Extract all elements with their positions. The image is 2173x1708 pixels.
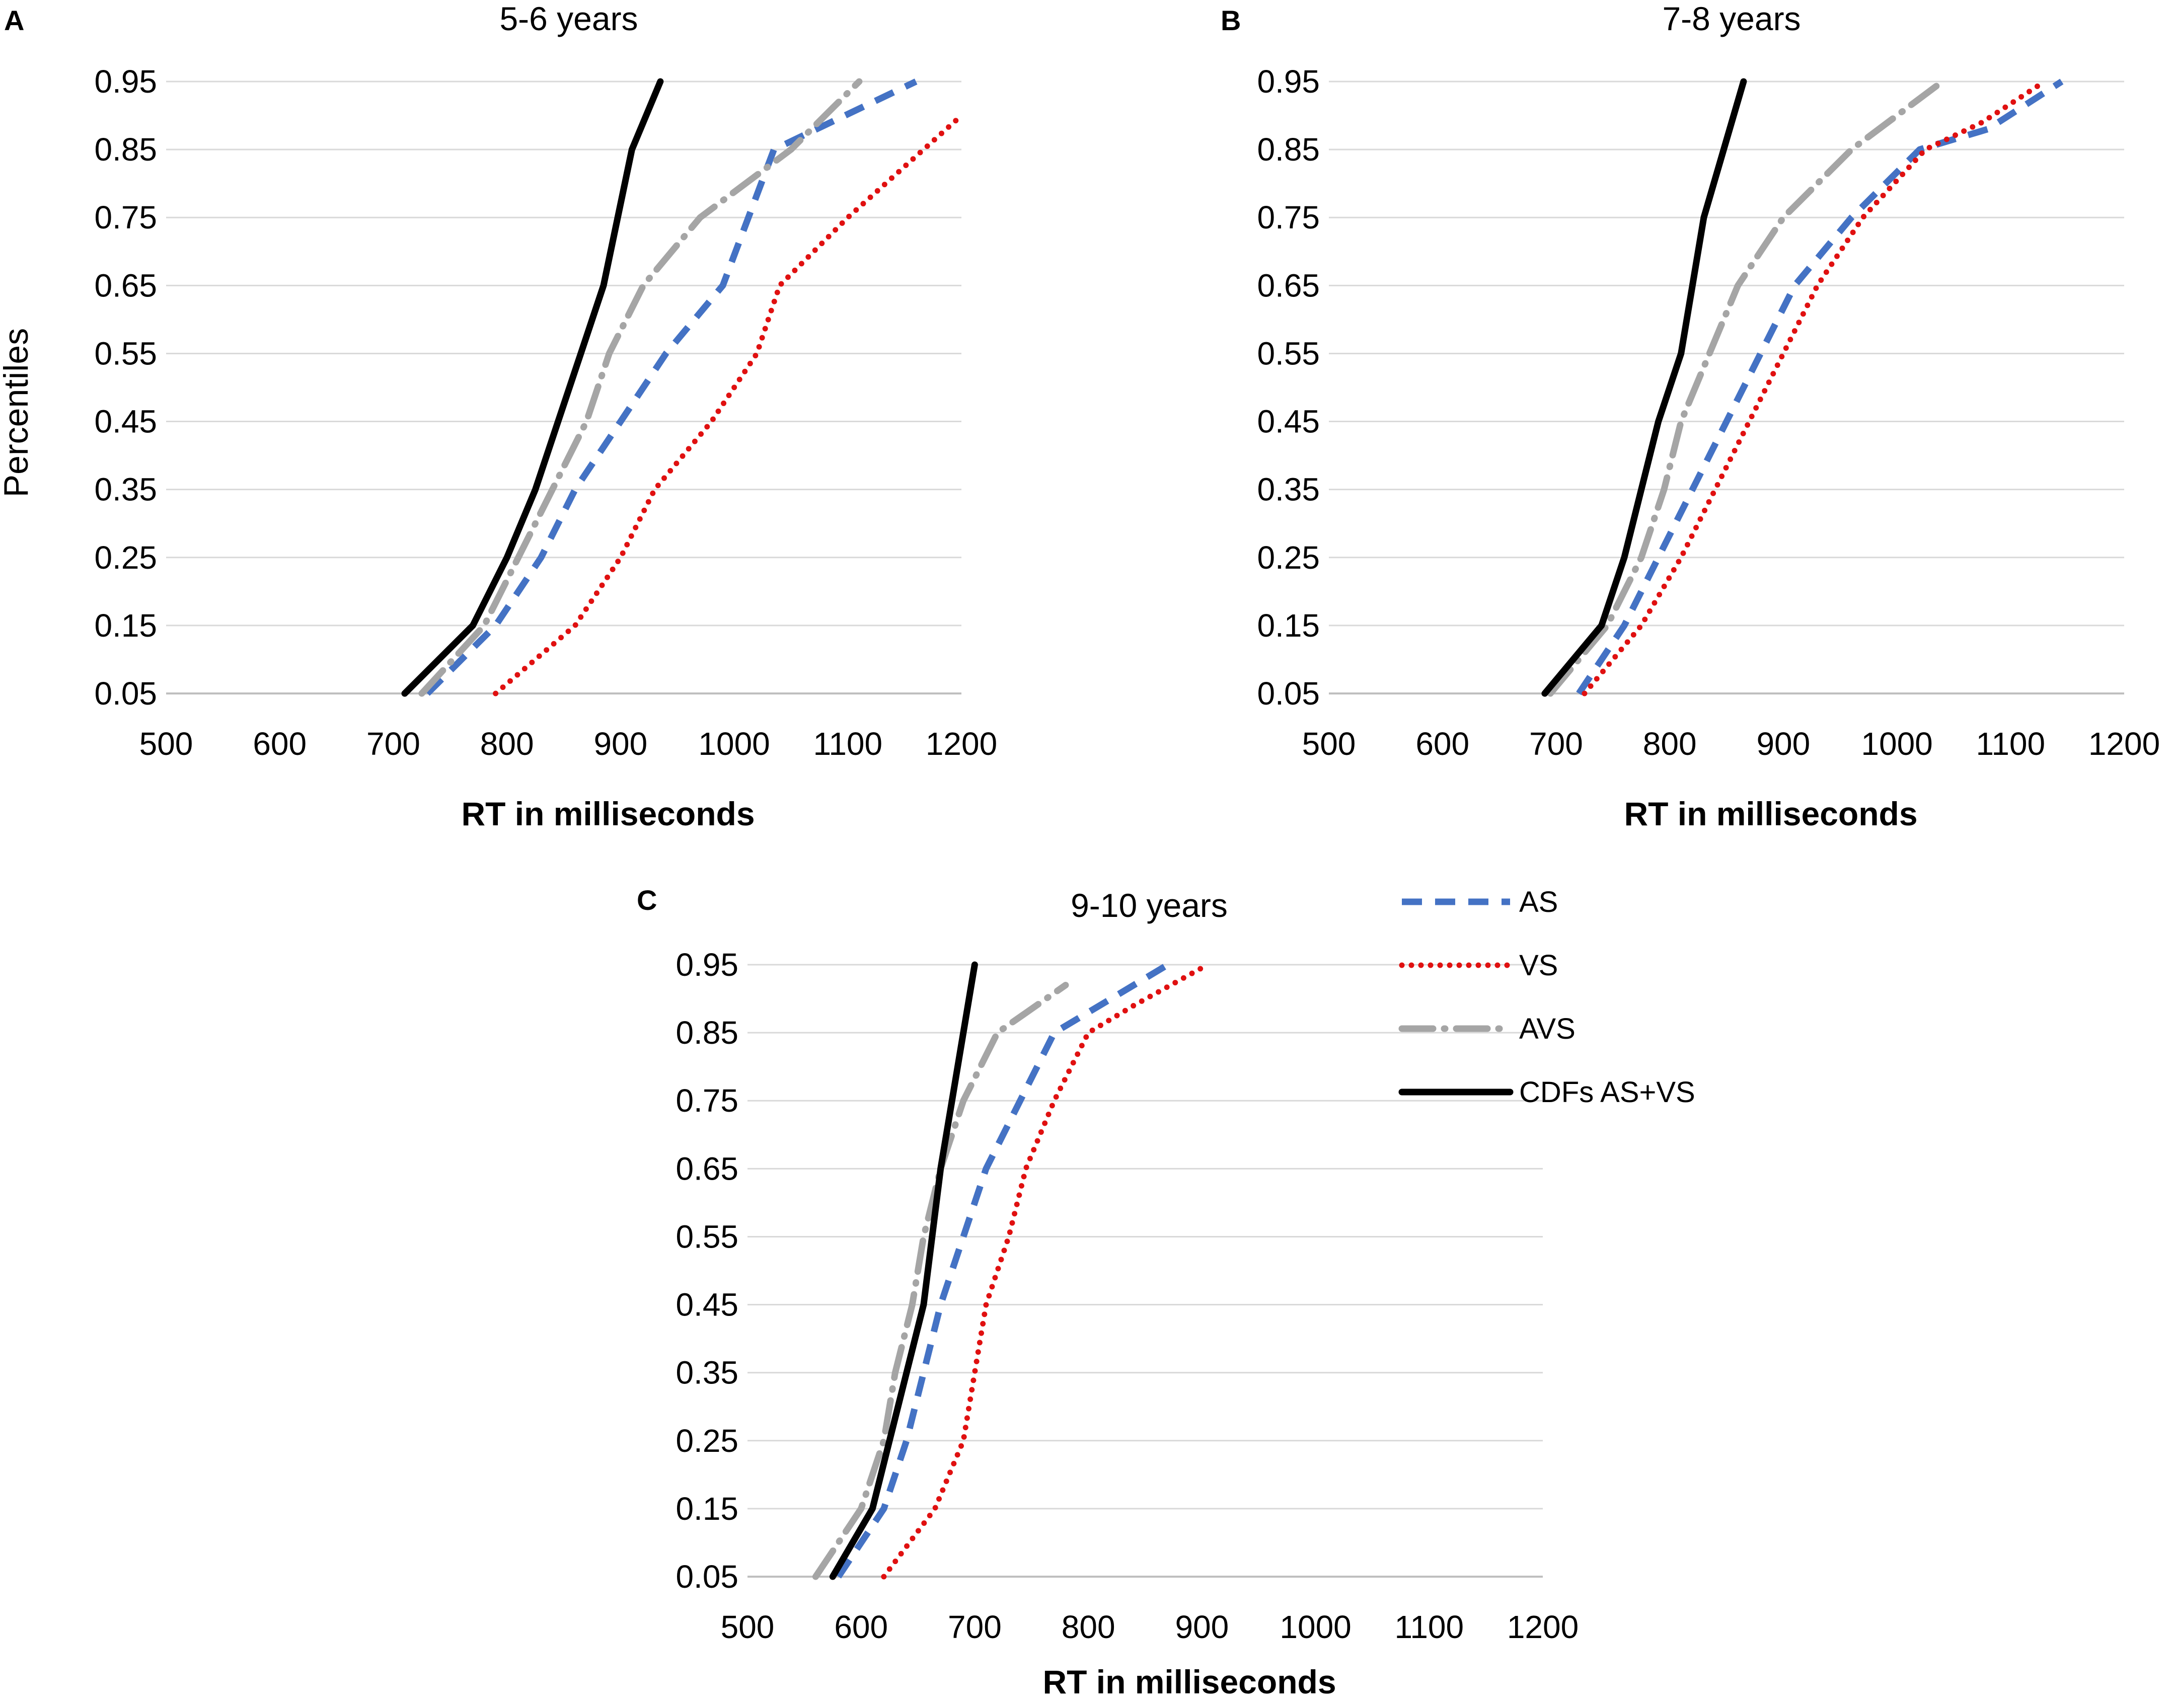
x-tick-label-a-600: 600	[253, 726, 307, 762]
x-tick-label-b-800: 800	[1643, 726, 1697, 762]
x-tick-label-a-900: 900	[593, 726, 647, 762]
series-line-b-cdfs-as-vs	[1541, 78, 1747, 697]
series-line-a-avs	[418, 78, 863, 697]
chart-title-c: 9-10 years	[1071, 887, 1228, 924]
chart-title-a: 5-6 years	[499, 0, 638, 37]
y-tick-label-a-0-45: 0.45	[94, 404, 157, 440]
y-tick-label-a-0-95: 0.95	[94, 63, 157, 100]
y-tick-label-b-0-75: 0.75	[1257, 199, 1320, 236]
y-tick-label-c-0-65: 0.65	[676, 1150, 738, 1187]
x-tick-label-c-500: 500	[721, 1609, 775, 1645]
y-tick-label-a-0-15: 0.15	[94, 607, 157, 644]
y-tick-label-b-0-35: 0.35	[1257, 472, 1320, 508]
x-tick-label-a-700: 700	[366, 726, 420, 762]
x-tick-label-b-1200: 1200	[2088, 726, 2160, 762]
legend: AS VS AVS CDFs AS+VS	[1398, 886, 1695, 1109]
y-tick-label-a-0-05: 0.05	[94, 675, 157, 712]
series-line-c-avs	[812, 982, 1069, 1580]
x-tick-label-b-900: 900	[1756, 726, 1810, 762]
x-tick-label-c-900: 900	[1175, 1609, 1229, 1645]
series-line-a-as	[425, 79, 918, 696]
x-tick-label-b-1000: 1000	[1861, 726, 1932, 762]
y-tick-label-a-0-35: 0.35	[94, 472, 157, 508]
x-tick-label-a-1100: 1100	[813, 726, 882, 762]
y-tick-label-a-0-25: 0.25	[94, 539, 157, 576]
y-tick-label-c-0-95: 0.95	[676, 947, 738, 983]
series-line-c-as	[836, 962, 1170, 1579]
panel-letter-a: A	[4, 5, 24, 36]
y-tick-label-a-0-65: 0.65	[94, 267, 157, 303]
y-tick-label-b-0-15: 0.15	[1257, 607, 1320, 644]
y-tick-label-b-0-05: 0.05	[1257, 675, 1320, 712]
x-tick-label-a-1200: 1200	[926, 726, 997, 762]
panel-letter-b: B	[1221, 5, 1241, 36]
y-tick-label-b-0-55: 0.55	[1257, 335, 1320, 371]
y-tick-label-c-0-75: 0.75	[676, 1082, 738, 1119]
x-axis-title-a: RT in milliseconds	[461, 795, 755, 832]
series-line-b-avs	[1547, 78, 1946, 697]
y-tick-label-a-0-75: 0.75	[94, 199, 157, 236]
y-tick-label-b-0-95: 0.95	[1257, 63, 1320, 100]
legend-label-as: AS	[1519, 886, 1558, 918]
y-tick-label-b-0-25: 0.25	[1257, 539, 1320, 576]
chart-panel-b: B 7-8 years 0.05 0.15 0.25 0.35 0.45 0.55 0.65 0.…	[1221, 0, 2160, 832]
series-line-c-cdfs-as-vs	[829, 961, 978, 1580]
y-tick-label-c-0-05: 0.05	[676, 1559, 738, 1595]
y-tick-label-c-0-25: 0.25	[676, 1423, 738, 1459]
y-tick-label-b-0-65: 0.65	[1257, 267, 1320, 303]
series-line-b-as	[1576, 79, 2064, 695]
y-tick-label-b-0-85: 0.85	[1257, 131, 1320, 168]
x-tick-label-c-1200: 1200	[1507, 1609, 1579, 1645]
x-tick-label-c-700: 700	[948, 1609, 1002, 1645]
series-line-a-cdfs-as-vs	[401, 78, 664, 697]
y-tick-label-a-0-55: 0.55	[94, 335, 157, 371]
y-tick-label-c-0-45: 0.45	[676, 1287, 738, 1323]
x-tick-label-a-500: 500	[139, 726, 193, 762]
y-tick-label-c-0-35: 0.35	[676, 1355, 738, 1391]
chart-panel-c: C 9-10 years 0.05 0.15 0.25 0.35 0.45 0.55 0.65 0…	[637, 884, 1579, 1700]
series-line-a-vs	[493, 113, 964, 696]
y-tick-label-a-0-85: 0.85	[94, 131, 157, 168]
legend-label-vs: VS	[1519, 949, 1558, 982]
y-tick-label-c-0-85: 0.85	[676, 1015, 738, 1051]
y-tick-label-c-0-15: 0.15	[676, 1491, 738, 1527]
x-tick-label-b-700: 700	[1529, 726, 1583, 762]
panel-letter-c: C	[637, 884, 657, 916]
y-tick-label-b-0-45: 0.45	[1257, 404, 1320, 440]
chart-title-b: 7-8 years	[1662, 0, 1801, 37]
x-axis-title-c: RT in milliseconds	[1042, 1663, 1336, 1700]
chart-panel-a: A 5-6 years 0.05 0.15 0.25 0.35 0.45 0.55 0.65 0.…	[0, 0, 997, 832]
x-tick-label-b-500: 500	[1302, 726, 1356, 762]
series-line-b-vs	[1582, 79, 2048, 696]
x-axis-title-b: RT in milliseconds	[1624, 795, 1917, 832]
legend-label-cdfs-as-vs: CDFs AS+VS	[1519, 1076, 1695, 1109]
y-tick-label-c-0-55: 0.55	[676, 1218, 738, 1255]
x-tick-label-a-800: 800	[480, 726, 534, 762]
x-tick-label-b-600: 600	[1415, 726, 1469, 762]
series-line-c-vs	[881, 962, 1211, 1580]
x-tick-label-c-600: 600	[834, 1609, 888, 1645]
x-tick-label-c-1100: 1100	[1394, 1609, 1464, 1645]
x-tick-label-c-800: 800	[1062, 1609, 1115, 1645]
x-tick-label-a-1000: 1000	[698, 726, 770, 762]
y-axis-title-a: Percentiles	[0, 328, 35, 497]
legend-label-avs: AVS	[1519, 1013, 1576, 1045]
x-tick-label-c-1000: 1000	[1280, 1609, 1351, 1645]
x-tick-label-b-1100: 1100	[1976, 726, 2045, 762]
